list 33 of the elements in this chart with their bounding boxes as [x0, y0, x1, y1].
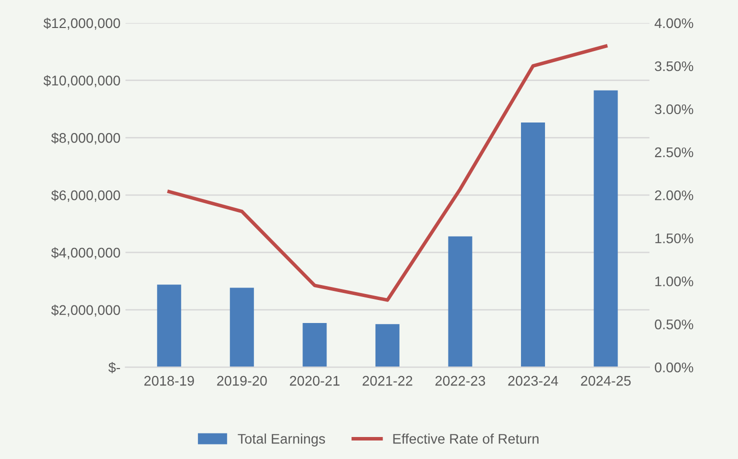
y2-tick-label: 1.00% [655, 276, 694, 286]
x-tick-label: 2018-19 [144, 376, 194, 386]
bar [375, 324, 400, 368]
y-tick-label: $10,000,000 [44, 75, 120, 88]
y-tick-label: $2,000,000 [51, 304, 120, 317]
y-tick-label: $- [108, 362, 120, 374]
y-tick-label: $12,000,000 [44, 18, 120, 30]
y2-tick-label: 2.50% [655, 147, 694, 158]
y2-tick-label: 4.00% [654, 18, 694, 28]
bar [157, 284, 182, 368]
x-tick-label: 2020-21 [290, 376, 340, 386]
x-tick-label: 2021-22 [362, 376, 412, 386]
legend-label: Total Earnings [238, 434, 326, 446]
legend-label: Effective Rate of Return [393, 434, 538, 444]
bar [448, 236, 472, 368]
bar [302, 323, 327, 368]
x-tick-label: 2024-25 [580, 376, 631, 386]
bar [230, 288, 254, 368]
y2-tick-label: 3.50% [654, 61, 694, 72]
y-tick-label: $4,000,000 [51, 247, 120, 260]
x-tick-label: 2019-20 [217, 376, 267, 386]
y-tick-label: $8,000,000 [51, 132, 120, 145]
x-tick-label: 2022-23 [435, 376, 486, 386]
y2-tick-label: 2.00% [655, 190, 694, 200]
y-tick-label: $6,000,000 [51, 190, 120, 202]
bar [594, 90, 618, 368]
y2-tick-label: 1.50% [655, 233, 694, 244]
y2-tick-label: 0.50% [654, 320, 694, 330]
y2-tick-label: 3.00% [654, 104, 694, 114]
x-tick-label: 2023-24 [508, 376, 558, 386]
line-series [167, 44, 608, 302]
bar [520, 122, 546, 368]
y2-tick-label: 0.00% [654, 362, 694, 372]
